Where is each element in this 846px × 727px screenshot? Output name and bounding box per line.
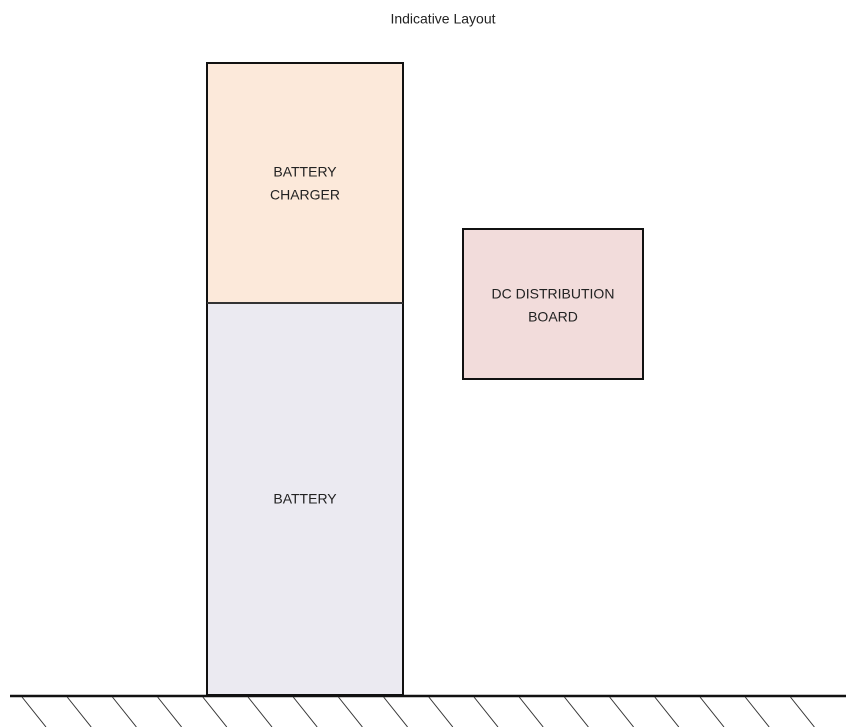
hatch-line bbox=[428, 696, 454, 727]
hatch-line bbox=[66, 696, 92, 727]
hatch-line bbox=[202, 696, 228, 727]
hatch-line bbox=[564, 696, 589, 727]
hatch-line bbox=[473, 696, 499, 727]
hatch-line bbox=[699, 696, 725, 727]
ground-hatch bbox=[21, 696, 815, 727]
battery-box bbox=[206, 302, 404, 696]
hatch-line bbox=[383, 696, 408, 727]
node-label: BOARD bbox=[528, 309, 578, 325]
title: Indicative Layout bbox=[390, 11, 495, 27]
node-label: BATTERY bbox=[273, 491, 337, 507]
hatch-line bbox=[654, 696, 680, 727]
hatch-line bbox=[21, 696, 47, 727]
hatch-line bbox=[157, 696, 182, 727]
hatch-line bbox=[518, 696, 544, 727]
hatch-line bbox=[609, 696, 634, 727]
hatch-line bbox=[790, 696, 815, 727]
node-label: DC DISTRIBUTION bbox=[492, 286, 615, 302]
hatch-line bbox=[744, 696, 770, 727]
node-label: BATTERY bbox=[273, 164, 337, 180]
hatch-line bbox=[292, 696, 318, 727]
node-label: CHARGER bbox=[270, 187, 340, 203]
hatch-line bbox=[247, 696, 273, 727]
hatch-line bbox=[112, 696, 137, 727]
dc-board-box bbox=[462, 228, 644, 380]
hatch-line bbox=[338, 696, 363, 727]
battery-charger-box bbox=[206, 62, 404, 304]
